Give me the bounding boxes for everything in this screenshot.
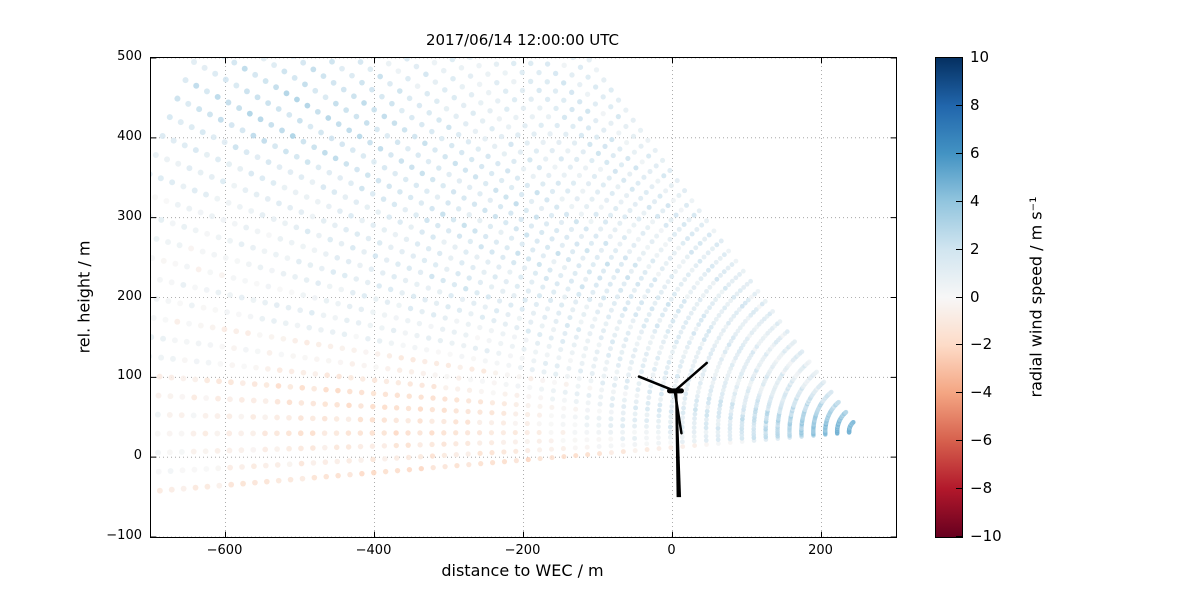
colorbar-tick-label: 10	[970, 48, 990, 66]
x-tick-label: −600	[206, 543, 243, 558]
lidar-scan-scatter-plot	[150, 57, 897, 538]
colorbar-tick-label: −8	[970, 479, 993, 498]
x-tick-label: −200	[504, 543, 541, 558]
plot-title: 2017/06/14 12:00:00 UTC	[425, 31, 620, 49]
y-tick-label: 500	[117, 49, 142, 64]
colorbar-tick-label: 6	[970, 143, 980, 162]
x-axis-label: distance to WEC / m	[441, 561, 604, 580]
colorbar	[935, 57, 963, 538]
y-tick-label: 200	[117, 288, 142, 304]
colorbar-tick-label: 2	[970, 239, 980, 258]
colorbar-tick-label: −4	[970, 383, 993, 402]
y-tick-label: 100	[117, 368, 142, 384]
x-tick-label: 0	[667, 543, 676, 558]
colorbar-tick-label: −10	[970, 527, 1002, 545]
colorbar-tick-label: 4	[970, 191, 980, 210]
y-axis-label: rel. height / m	[74, 240, 94, 354]
colorbar-label: radial wind speed / m s⁻¹	[1026, 196, 1046, 398]
x-tick-label: −400	[355, 543, 392, 558]
y-tick-label: −100	[106, 528, 142, 543]
colorbar-tick-label: 8	[970, 95, 980, 114]
x-tick-label: 200	[808, 543, 833, 558]
y-tick-label: 400	[117, 128, 142, 144]
y-tick-label: 0	[133, 448, 142, 464]
colorbar-tick-label: −2	[970, 335, 993, 354]
colorbar-tick-label: 0	[970, 287, 980, 306]
colorbar-tick-label: −6	[970, 431, 993, 450]
y-tick-label: 300	[117, 208, 142, 224]
